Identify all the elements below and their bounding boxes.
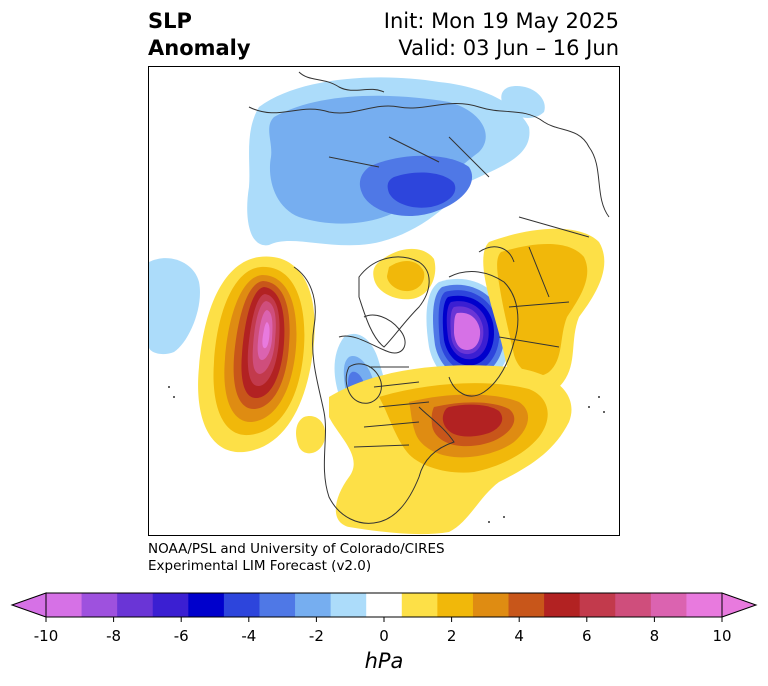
colorbar-cell bbox=[152, 593, 189, 617]
colorbar-cell bbox=[259, 593, 296, 617]
colorbar-cell bbox=[117, 593, 154, 617]
colorbar-cell bbox=[223, 593, 260, 617]
negative-anomaly-west bbox=[149, 258, 200, 355]
colorbar-cell bbox=[437, 593, 474, 617]
colorbar-cell bbox=[472, 593, 510, 617]
positive-anomaly-pacific bbox=[198, 256, 315, 453]
colorbar-tick-label: 6 bbox=[582, 627, 592, 645]
positive-anomaly-westcoast bbox=[296, 416, 326, 454]
positive-anomaly-europe bbox=[483, 228, 605, 394]
colorbar-cell bbox=[650, 593, 687, 617]
colorbar-cell bbox=[81, 593, 118, 617]
north-pole-marker bbox=[379, 296, 389, 306]
positive-anomaly-arctic-core bbox=[387, 260, 425, 292]
colorbar-tick-label: -6 bbox=[173, 627, 189, 645]
colorbar bbox=[10, 592, 758, 622]
colorbar-cells bbox=[46, 593, 723, 617]
credit-text: NOAA/PSL and University of Colorado/CIRE… bbox=[148, 541, 445, 575]
init-date: Init: Mon 19 May 2025 bbox=[383, 9, 619, 33]
colorbar-cell bbox=[366, 593, 403, 617]
forecast-dates: Init: Mon 19 May 2025 Valid: 03 Jun – 16… bbox=[384, 8, 619, 62]
negative-anomaly-scandinavia bbox=[426, 278, 512, 387]
map-title: SLP Anomaly bbox=[148, 8, 251, 62]
colorbar-tick-label: 8 bbox=[649, 627, 660, 645]
anomaly-map-svg bbox=[149, 67, 619, 535]
anomaly-map bbox=[148, 66, 620, 536]
colorbar-cell bbox=[544, 593, 581, 617]
colorbar-tick-label: 10 bbox=[712, 627, 732, 645]
credit-line-1: NOAA/PSL and University of Colorado/CIRE… bbox=[148, 541, 445, 557]
colorbar-cell bbox=[330, 593, 367, 617]
colorbar-cell bbox=[686, 593, 723, 617]
colorbar-tick-label: 4 bbox=[514, 627, 524, 645]
colorbar-tick-label: -8 bbox=[106, 627, 122, 645]
colorbar-cell bbox=[46, 593, 83, 617]
positive-anomaly-atlantic bbox=[329, 365, 572, 535]
colorbar-tick-label: -2 bbox=[308, 627, 324, 645]
colorbar-cell bbox=[615, 593, 652, 617]
title-line-2: Anomaly bbox=[148, 36, 251, 60]
negative-anomaly-eurasia bbox=[247, 77, 545, 246]
valid-dates: Valid: 03 Jun – 16 Jun bbox=[398, 36, 619, 60]
colorbar-over-arrow bbox=[721, 592, 758, 618]
colorbar-tick-label: -10 bbox=[33, 627, 59, 645]
islands bbox=[168, 386, 605, 523]
colorbar-ticks bbox=[45, 617, 723, 622]
colorbar-cell bbox=[401, 593, 438, 617]
colorbar-under-arrow bbox=[10, 592, 47, 618]
coastlines bbox=[248, 71, 610, 524]
colorbar-cell bbox=[579, 593, 616, 617]
title-line-1: SLP bbox=[148, 9, 192, 33]
colorbar-cell bbox=[508, 593, 545, 617]
colorbar-cell bbox=[188, 593, 225, 617]
colorbar-cell bbox=[295, 593, 332, 617]
colorbar-units: hPa bbox=[364, 649, 404, 673]
credit-line-2: Experimental LIM Forecast (v2.0) bbox=[148, 558, 372, 574]
colorbar-tick-label: 0 bbox=[379, 627, 389, 645]
colorbar-tick-label: 2 bbox=[446, 627, 457, 645]
colorbar-tick-label: -4 bbox=[241, 627, 257, 645]
